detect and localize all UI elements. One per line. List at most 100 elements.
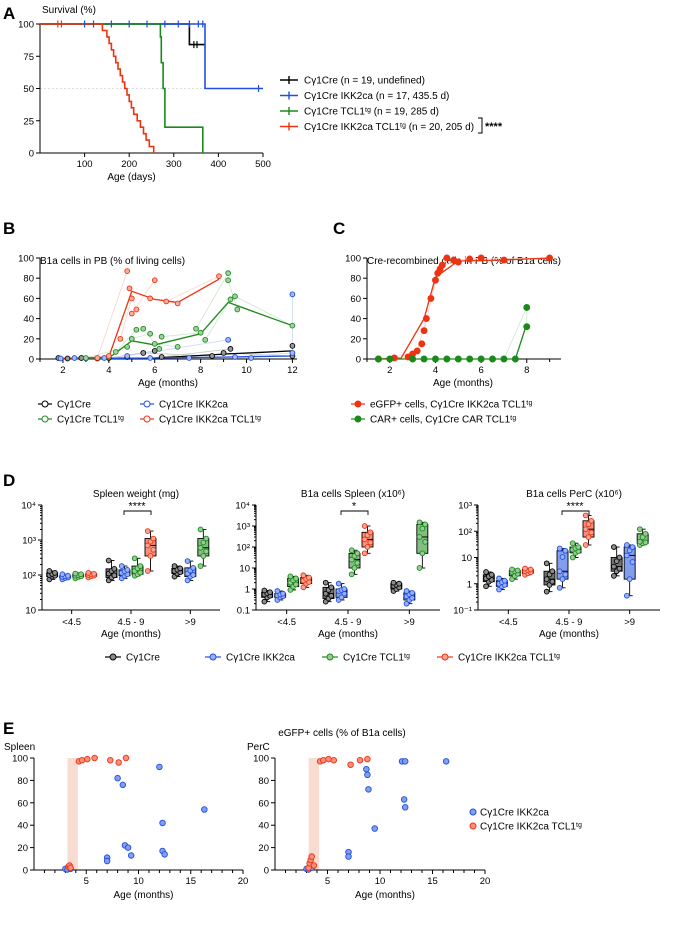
b1a-pb-chart-point: [220, 350, 227, 356]
panel-label-c: C: [333, 219, 345, 238]
egfp-spleen-chart-point: [122, 754, 130, 762]
b1a-spleen-chart-point: [335, 580, 342, 587]
egfp-perc-chart-point: [356, 756, 364, 764]
cre-recombined-chart-point: [466, 355, 474, 363]
b1a-pb-chart-point: [225, 270, 232, 277]
egfp-perc-chart-point: [320, 756, 327, 764]
egfp-perc-chart-point: [310, 862, 318, 869]
egfp-spleen-chart-point: [115, 759, 122, 766]
cre-recombined-chart-point: [454, 258, 462, 266]
b1a-spleen-chart-ytick-label: 10³: [236, 522, 250, 533]
egfp-perc-chart-ytick-label: 60: [258, 798, 269, 809]
b1a-spleen-chart-point: [364, 544, 371, 550]
cre-recombined-chart-point: [432, 355, 439, 363]
spleen-weight-chart-point: [150, 546, 157, 553]
b1a-spleen-chart-point: [328, 584, 335, 591]
b1a-pb-chart-ytick-label: 60: [23, 294, 34, 305]
egfp-perc-chart-point: [308, 853, 316, 860]
egfp-spleen-chart-shaded-band: [67, 758, 78, 870]
cre-recombined-chart-point: [511, 355, 519, 363]
b1a-spleen-chart-point: [280, 590, 286, 597]
b1a-pb-chart-xtick-label: 6: [152, 365, 157, 376]
b1a-pb-chart-trajectory: [119, 298, 133, 339]
cre-recombined-chart-point: [386, 355, 394, 363]
b1a-perc-chart-point: [637, 526, 643, 533]
cre-recombined-chart-point: [466, 255, 474, 263]
b1a-spleen-chart-xtick-label: >9: [404, 617, 415, 628]
cre-recombined-chart-point: [427, 294, 435, 302]
b1a-spleen-chart-point: [338, 594, 345, 601]
b1a-spleen-chart-point: [293, 575, 299, 582]
b1a-perc-chart-ytick-label: 10³: [458, 501, 472, 512]
cre-recombined-chart-point: [420, 355, 428, 363]
egfp-perc-chart-point: [365, 786, 372, 793]
spleen-weight-chart-point: [144, 568, 151, 574]
b1a-perc-chart-point: [549, 578, 556, 585]
cre-recombined-chart-trajectory: [503, 307, 528, 360]
spleen-weight-chart-point: [59, 571, 66, 578]
b1a-pb-chart-trajectory: [115, 329, 137, 353]
b1a-perc-chart-point: [588, 517, 595, 524]
b1a-spleen-chart-point: [416, 519, 423, 526]
b1a-pb-chart-point: [124, 344, 131, 350]
cre-recombined-chart-trajectory: [416, 318, 427, 352]
egfp-spleen-chart-point: [201, 806, 208, 813]
b1a-pb-chart-point: [202, 336, 209, 343]
panel-label-d: D: [3, 471, 15, 490]
b1a-perc-chart-point: [582, 542, 589, 548]
survival-curve-1: [40, 23, 263, 90]
spleen-weight-chart-point: [137, 563, 144, 569]
b1a-pb-chart-point: [156, 346, 163, 352]
egfp-spleen-chart-subtitle: Spleen: [4, 742, 35, 753]
b1a-perc-chart-title: B1a cells PerC (x10⁶): [526, 489, 622, 500]
b1a-perc-chart-point: [556, 545, 563, 552]
survival-curve-2: [40, 23, 204, 153]
egfp-perc-chart-xtick-label: 15: [427, 876, 438, 887]
egfp-spleen-chart-point: [78, 756, 86, 764]
cre-recombined-chart-ytick-label: 60: [350, 294, 361, 305]
spleen-weight-chart-point: [111, 572, 118, 579]
b1a-perc-chart-ytick-label: 1: [467, 579, 472, 590]
spleen-weight-chart-point: [85, 570, 92, 576]
egfp-legend-label-1: Cγ1Cre IKK2ca TCL1ᵗᵍ: [480, 822, 582, 833]
b1a-spleen-chart-point: [403, 588, 410, 594]
b1a-spleen-chart-significance-bracket: [340, 510, 369, 515]
b1a-spleen-chart-point: [361, 523, 368, 529]
b1a-pb-chart-point: [158, 354, 165, 360]
b1a-pb-chart-point: [186, 355, 193, 361]
survival-chart-ytick-label: 100: [18, 20, 34, 31]
egfp-perc-chart-point: [363, 765, 370, 773]
egfp-spleen-chart-point: [67, 864, 74, 872]
egfp-spleen-chart-point: [103, 857, 111, 865]
egfp-perc-chart-point: [401, 758, 409, 765]
spleen-weight-chart-point: [78, 571, 84, 578]
survival-chart-xtick-label: 200: [121, 159, 137, 170]
b1a-perc-chart-point: [562, 547, 569, 554]
b1a-perc-chart-point: [624, 552, 630, 559]
egfp-spleen-chart-point: [84, 755, 91, 763]
b1a-perc-chart-point: [556, 568, 563, 575]
b1a-pb-chart-point: [94, 355, 101, 361]
egfp-spleen-chart-xtick-label: 5: [84, 876, 89, 887]
b1a-perc-chart-point: [562, 571, 569, 578]
b1a-pb-chart-point: [227, 346, 234, 352]
cre-recombined-chart-ytick-label: 0: [356, 355, 361, 366]
b1a-spleen-chart-point: [367, 539, 374, 546]
b1a-spleen-chart-point: [261, 598, 268, 605]
b1a-pb-chart-point: [128, 310, 135, 317]
b1a-spleen-chart-point: [348, 571, 355, 578]
cre-recombined-chart-point: [500, 355, 508, 363]
cre-recombined-chart-point: [500, 256, 508, 264]
b1a-spleen-chart-xtick-label: 4.5 - 9: [335, 617, 362, 628]
cre-recombined-chart-point: [420, 327, 428, 335]
b1a-pb-chart-trajectory: [166, 275, 220, 302]
b1a-spleen-chart-point: [396, 580, 402, 587]
spleen-weight-chart: Spleen weight (mg) 10 10² 10³ 10⁴ <4.5 4.5 - 9…: [21, 489, 220, 640]
b1a-pb-chart-xtick-label: 4: [106, 365, 111, 376]
egfp-perc-chart-point: [330, 756, 338, 764]
spleen-weight-chart-point: [203, 548, 209, 555]
b1a-perc-chart-point: [483, 569, 489, 575]
spleen-weight-chart-point: [203, 535, 209, 542]
b1a-spleen-chart-point: [322, 590, 329, 597]
b1a-pb-chart-point: [158, 333, 165, 340]
